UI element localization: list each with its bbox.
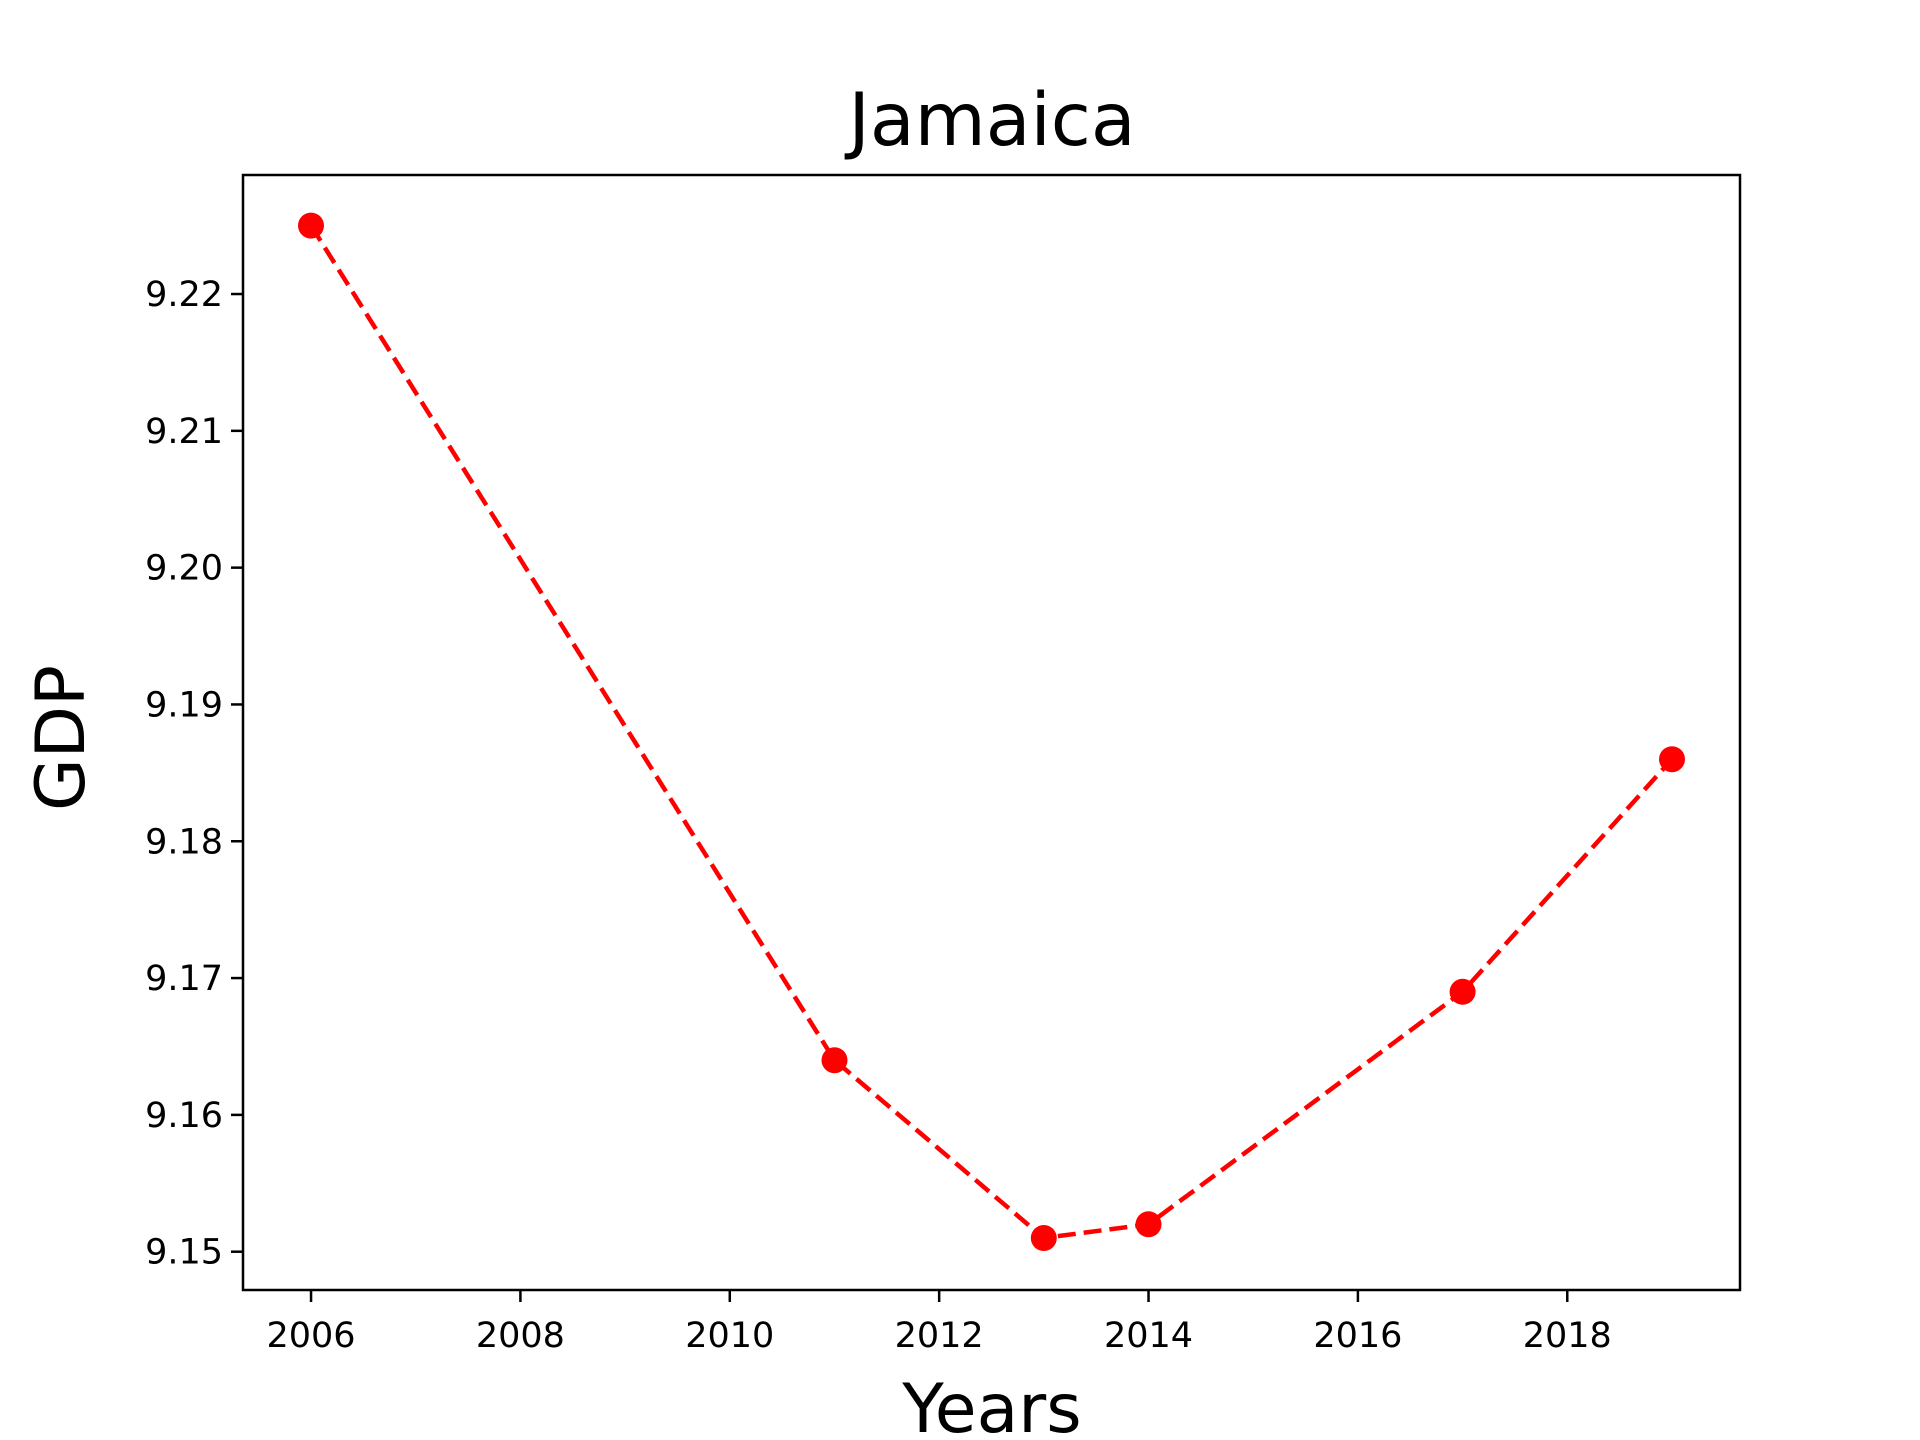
chart-title: Jamaica	[844, 78, 1135, 163]
y-tick-label: 9.16	[145, 1096, 223, 1136]
y-tick-label: 9.19	[145, 685, 223, 725]
data-point	[1030, 1225, 1057, 1251]
data-point	[1135, 1211, 1162, 1238]
plot-frame	[241, 173, 1742, 1292]
data-point	[298, 212, 324, 239]
y-tick-label: 9.17	[145, 959, 223, 999]
x-tick-label: 2016	[1313, 1316, 1402, 1356]
x-axis-label: Years	[901, 1370, 1081, 1440]
x-tick-label: 2018	[1523, 1316, 1612, 1356]
x-tick-label: 2006	[267, 1316, 356, 1356]
x-tick-label: 2012	[895, 1316, 984, 1356]
y-tick-label: 9.22	[145, 275, 223, 315]
data-point	[1659, 746, 1685, 773]
y-tick-label: 9.15	[145, 1233, 223, 1273]
y-tick-label: 9.18	[145, 822, 223, 862]
data-point	[1449, 978, 1476, 1005]
x-tick-label: 2010	[685, 1316, 774, 1356]
data-point	[821, 1047, 848, 1074]
y-axis-label: GDP	[22, 665, 101, 811]
y-tick-label: 9.21	[145, 412, 223, 452]
y-axis-ticks: 9.15 9.16 9.17 9.18 9.19 9.20 9.21 9.22	[145, 275, 243, 1273]
y-tick-label: 9.20	[145, 549, 223, 589]
plot-area: 2006 2008 2010 2012 2014 2016 2018 9.159.169.1…	[145, 173, 1742, 1356]
x-axis-ticks: 2006 2008 2010 2012 2014 2016 2018	[267, 1290, 1612, 1356]
series-layer	[298, 212, 1685, 1251]
x-tick-label: 2008	[476, 1316, 565, 1356]
series-line	[309, 224, 1674, 1241]
x-tick-label: 2014	[1104, 1316, 1193, 1356]
